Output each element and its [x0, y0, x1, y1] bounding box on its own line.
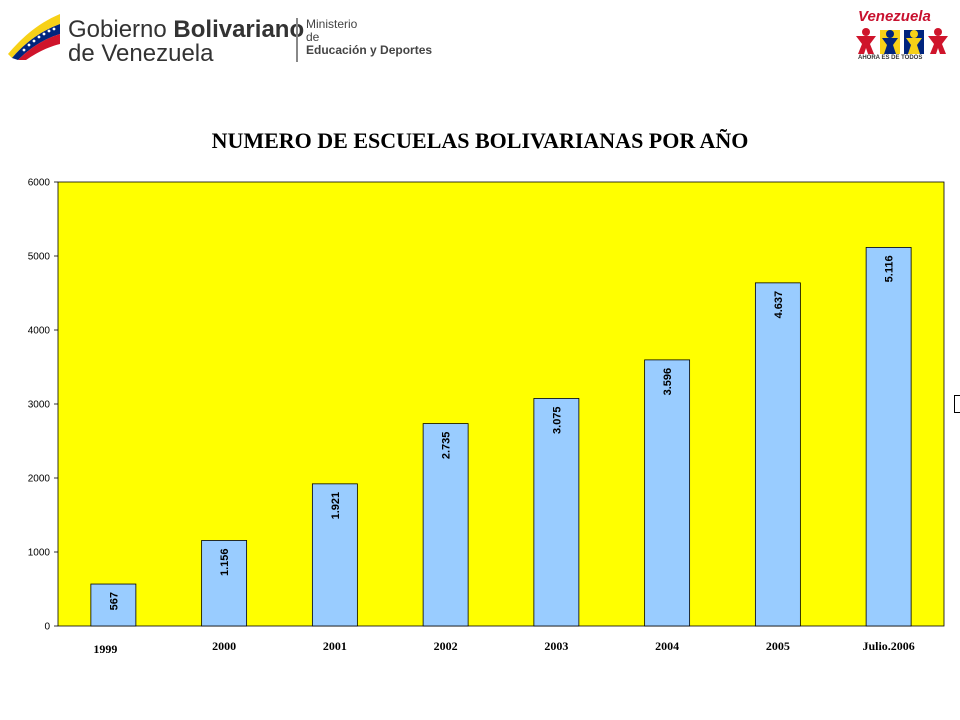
x-category-label: 2005	[766, 639, 790, 653]
x-category-label: 2001	[323, 639, 347, 653]
bar-2002	[422, 423, 469, 627]
x-category-label: 1999	[93, 642, 117, 656]
bar-chart: 0 1000 2000 3000 4000 5000 6000 567 1.156 1.921 2…	[28, 178, 945, 656]
ministry-line-3: Educación y Deportes	[306, 43, 433, 57]
y-tick-label: 6000	[28, 178, 51, 189]
bar-2001	[311, 483, 358, 627]
ministry-name: Ministerio de Educación y Deportes	[306, 18, 432, 57]
bar-data-label: 1.921	[330, 492, 342, 520]
gobierno-bolivariano-text: Gobierno Bolivariano	[68, 16, 305, 43]
y-tick-label: 4000	[28, 326, 51, 337]
de-venezuela-text: de Venezuela	[68, 40, 214, 67]
y-tick-label: 0	[44, 622, 50, 633]
x-category-label: 2004	[655, 639, 679, 653]
bar-data-label: 5.116	[884, 255, 896, 282]
chart-title: NUMERO DE ESCUELAS BOLIVARIANAS POR AÑO	[211, 128, 749, 153]
plot-area	[57, 181, 945, 627]
y-tick-label: 5000	[28, 252, 51, 263]
bar-data-label: 567	[108, 592, 120, 610]
ven-logo-title: Venezuela	[858, 8, 931, 25]
x-category-label: 2002	[434, 639, 458, 653]
bar-data-label: 2.735	[441, 432, 453, 460]
ministry-line-1: Ministerio	[306, 17, 358, 31]
bar-data-label: 4.637	[773, 291, 785, 319]
ministry-line-2: de	[306, 30, 320, 44]
x-category-label: 2000	[212, 639, 236, 653]
x-category-label: Julio.2006	[862, 639, 914, 653]
x-category-label: 2003	[544, 639, 568, 653]
venezuela-flag-icon	[8, 14, 60, 60]
x-axis-categories: 1999 2000 2001 2002 2003 2004 2005 Julio.2006	[93, 639, 914, 656]
bar-2003	[533, 398, 580, 627]
venezuela-ahora-es-de-todos-logo: Venezuela AHORA ES DE TODOS	[852, 8, 952, 68]
bar-2004	[644, 359, 691, 627]
gobierno-bolivariano-logo: Gobierno Bolivariano de Venezuela Minist…	[6, 10, 476, 67]
edge-marker	[954, 395, 960, 413]
logo-divider	[296, 18, 298, 62]
bar-2000	[201, 540, 248, 627]
ven-logo-subtitle: AHORA ES DE TODOS	[858, 55, 923, 61]
bar-julio-2006	[865, 247, 912, 627]
y-tick-label: 1000	[28, 548, 51, 559]
bar-1999	[90, 583, 137, 627]
bar-data-label: 3.596	[662, 368, 674, 396]
bar-data-label: 3.075	[551, 406, 563, 434]
y-axis: 0 1000 2000 3000 4000 5000 6000	[28, 178, 58, 633]
y-tick-label: 2000	[28, 474, 51, 485]
bar-data-label: 1.156	[219, 548, 231, 576]
people-figures-icon	[856, 28, 948, 54]
bars-group: 567 1.156 1.921 2.735 3.075 3.596 4.637 5.116	[90, 247, 912, 627]
y-tick-label: 3000	[28, 400, 51, 411]
header: Gobierno Bolivariano de Venezuela Minist…	[0, 0, 960, 72]
bar-2005	[754, 282, 801, 627]
